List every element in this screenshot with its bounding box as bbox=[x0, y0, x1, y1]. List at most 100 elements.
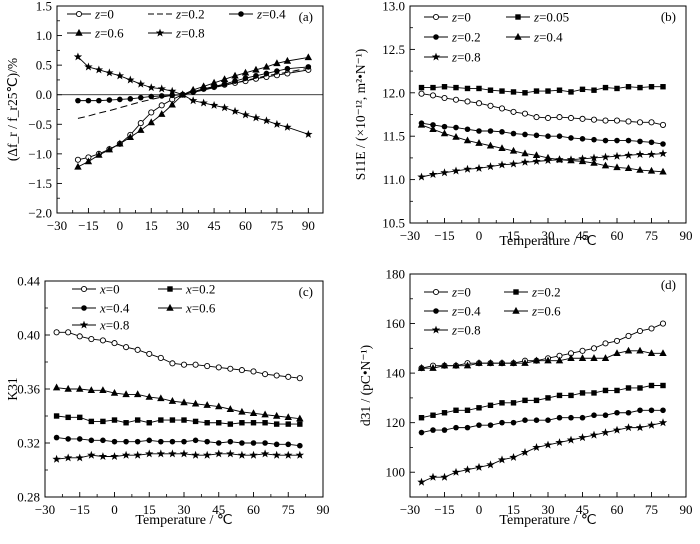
data-point-a-4-18 bbox=[262, 116, 271, 125]
data-point-c-0-7 bbox=[134, 346, 141, 353]
data-point-c-0-1 bbox=[65, 329, 72, 336]
legend-marker-a-2 bbox=[238, 11, 244, 17]
data-point-b-4-4 bbox=[463, 164, 472, 173]
data-point-b-4-14 bbox=[578, 154, 587, 163]
data-point-d-4-17 bbox=[612, 425, 622, 434]
data-point-a-4-19 bbox=[272, 119, 282, 128]
data-point-b-0-17 bbox=[613, 117, 621, 124]
data-point-a-4-15 bbox=[230, 106, 240, 115]
data-point-d-4-8 bbox=[509, 452, 518, 461]
data-point-d-2-6 bbox=[487, 422, 494, 428]
legend-label-c-0: x=0 bbox=[99, 282, 120, 297]
x-tick-label-d-0: −30 bbox=[400, 502, 420, 517]
panel-label-b: (b) bbox=[661, 9, 676, 24]
legend-var: z bbox=[533, 10, 539, 25]
legend-marker-c-2 bbox=[81, 305, 87, 311]
data-point-b-4-21 bbox=[658, 149, 668, 158]
data-point-b-3-21 bbox=[659, 167, 667, 175]
data-point-b-0-21 bbox=[659, 121, 667, 128]
data-point-a-4-13 bbox=[209, 100, 219, 109]
series-d-2 bbox=[418, 407, 666, 436]
data-point-c-4-13 bbox=[202, 450, 212, 459]
data-point-a-4-14 bbox=[220, 103, 229, 112]
data-point-b-3-18 bbox=[624, 164, 633, 172]
data-point-d-3-12 bbox=[555, 356, 564, 364]
data-point-c-3-1 bbox=[64, 384, 72, 392]
data-point-d-4-4 bbox=[463, 465, 472, 474]
data-point-d-1-7 bbox=[499, 400, 505, 406]
legend-label-d-2: z=0.4 bbox=[451, 304, 481, 319]
legend-value: =0.2 bbox=[192, 282, 216, 297]
data-point-c-2-12 bbox=[192, 437, 199, 444]
y-tick-label-a-4: 0.0 bbox=[36, 87, 52, 102]
legend-marker-b-2 bbox=[433, 34, 439, 40]
series-line-c-4 bbox=[56, 453, 300, 460]
data-point-d-4-20 bbox=[647, 420, 656, 429]
data-point-b-0-6 bbox=[487, 102, 494, 109]
data-point-b-2-3 bbox=[453, 124, 459, 131]
legend-var: z bbox=[451, 304, 457, 319]
y-tick-label-c-1: 0.32 bbox=[17, 436, 40, 451]
data-point-d-1-10 bbox=[533, 397, 540, 404]
data-point-d-3-4 bbox=[463, 361, 472, 369]
data-point-b-3-14 bbox=[578, 157, 587, 165]
data-point-c-1-4 bbox=[100, 418, 106, 425]
data-point-c-3-19 bbox=[272, 411, 281, 419]
data-point-d-2-8 bbox=[510, 419, 517, 426]
y-axis-label-c: K31 bbox=[5, 377, 20, 400]
data-point-b-4-9 bbox=[520, 157, 530, 166]
legend-marker-a-0 bbox=[75, 10, 83, 18]
data-point-b-3-0 bbox=[417, 120, 426, 128]
x-tick-label-c-1: −15 bbox=[70, 502, 90, 517]
y-tick-label-b-4: 12.5 bbox=[382, 42, 405, 57]
data-point-b-2-11 bbox=[545, 133, 551, 139]
data-point-c-1-18 bbox=[262, 420, 268, 426]
legend-value: =0.8 bbox=[457, 50, 481, 65]
data-point-c-0-8 bbox=[146, 350, 153, 357]
series-line-c-0 bbox=[56, 331, 300, 379]
data-point-c-1-5 bbox=[111, 417, 118, 423]
data-point-a-2-5 bbox=[127, 96, 134, 102]
data-point-a-2-1 bbox=[85, 97, 92, 104]
data-point-c-3-0 bbox=[52, 383, 61, 391]
data-point-c-4-15 bbox=[226, 449, 235, 458]
data-point-b-0-14 bbox=[579, 115, 586, 122]
series-line-b-4 bbox=[421, 153, 664, 178]
x-axis-label-d: Temperature / ℃ bbox=[499, 513, 596, 528]
data-point-b-0-16 bbox=[602, 117, 609, 124]
legend-var: z bbox=[533, 30, 539, 45]
x-tick-label-a-3: 15 bbox=[145, 218, 158, 233]
legend-label-c-4: x=0.8 bbox=[99, 318, 129, 333]
legend-item-c-3: x=0.6 bbox=[158, 301, 216, 316]
data-point-b-1-10 bbox=[533, 88, 540, 94]
data-point-a-0-0 bbox=[74, 156, 81, 163]
data-point-c-1-8 bbox=[146, 420, 152, 426]
data-point-a-3-21 bbox=[304, 53, 313, 61]
x-tick-label-c-0: −30 bbox=[35, 502, 55, 517]
data-point-d-4-12 bbox=[555, 438, 564, 447]
data-point-b-2-16 bbox=[602, 137, 609, 144]
x-tick-label-c-4: 30 bbox=[178, 502, 191, 517]
data-point-b-0-3 bbox=[452, 96, 460, 103]
legend-label-a-0: z=0 bbox=[94, 7, 114, 22]
data-point-c-2-14 bbox=[215, 440, 222, 446]
data-point-a-3-18 bbox=[262, 62, 271, 70]
data-point-b-2-12 bbox=[556, 133, 563, 139]
data-point-b-2-8 bbox=[510, 130, 517, 137]
data-point-b-1-6 bbox=[487, 87, 494, 93]
data-point-c-0-11 bbox=[180, 361, 188, 368]
data-point-b-4-8 bbox=[509, 159, 518, 168]
data-point-c-4-6 bbox=[121, 450, 131, 459]
data-point-b-4-20 bbox=[647, 150, 656, 158]
legend-value: =0.4 bbox=[457, 304, 481, 319]
data-point-a-3-9 bbox=[168, 100, 176, 108]
legend-item-b-3: z=0.4 bbox=[506, 30, 563, 45]
data-point-b-1-11 bbox=[545, 88, 551, 94]
data-point-d-1-14 bbox=[579, 390, 586, 396]
data-point-c-2-3 bbox=[88, 437, 95, 444]
y-tick-label-d-2: 140 bbox=[386, 366, 406, 381]
data-point-c-0-0 bbox=[53, 329, 60, 336]
data-point-c-3-7 bbox=[133, 390, 142, 398]
y-tick-label-b-5: 13.0 bbox=[382, 0, 405, 14]
